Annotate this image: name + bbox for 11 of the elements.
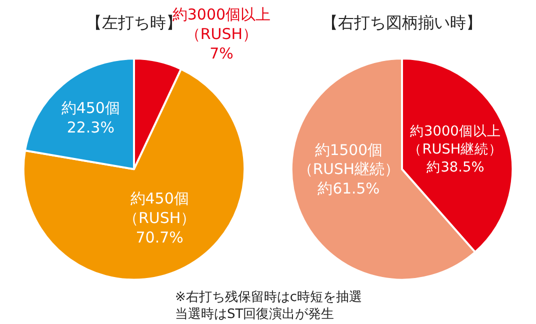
- data-label: 22.3%: [66, 118, 114, 136]
- data-label: 7%: [210, 44, 234, 63]
- text: ※右打ち残保留時はc時短を抽選当選時はST回復演出が発生: [175, 290, 362, 322]
- slice-label: 約450個（RUSH）: [123, 190, 196, 228]
- data-label: 約38.5%: [426, 159, 484, 176]
- slice-label: 約450個: [61, 99, 120, 117]
- slice-label: 約3000個以上（RUSH継続）: [408, 124, 503, 158]
- chart-title: 【右打ち図柄揃い時】: [322, 13, 482, 32]
- data-label: 70.7%: [136, 228, 184, 247]
- data-label: 約61.5%: [318, 180, 380, 198]
- slice-label: 約1500個（RUSH継続）: [298, 142, 400, 178]
